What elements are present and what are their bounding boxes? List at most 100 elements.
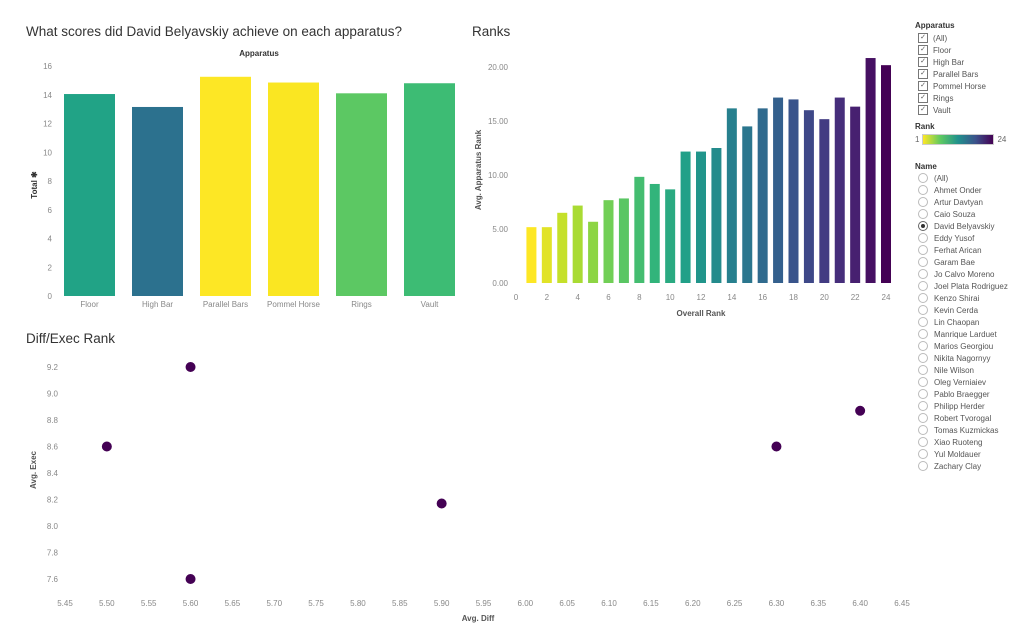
scatter-point[interactable] xyxy=(101,441,112,452)
rank-bar-9[interactable] xyxy=(649,183,660,283)
bar-pommel-horse[interactable] xyxy=(268,82,319,296)
rank-bar-22[interactable] xyxy=(850,106,861,283)
radio-icon[interactable] xyxy=(918,233,928,243)
rank-bar-15[interactable] xyxy=(742,126,753,284)
rank-bar-6[interactable] xyxy=(603,200,614,283)
rank-bar-13[interactable] xyxy=(711,148,722,283)
scores-bar-chart[interactable]: Apparatus 0 2 4 6 8 10 12 14 16 Total ✱ Floor High B… xyxy=(0,0,470,320)
scatter-point[interactable] xyxy=(855,405,866,416)
name-filter-item[interactable]: Philipp Herder xyxy=(918,400,1020,412)
rank-bar-10[interactable] xyxy=(665,189,676,283)
name-filter-item[interactable]: Oleg Verniaiev xyxy=(918,376,1020,388)
checkbox-icon[interactable]: ✓ xyxy=(918,105,928,115)
scatter-point[interactable] xyxy=(185,574,196,584)
radio-icon[interactable] xyxy=(918,401,928,411)
name-filter-item[interactable]: Ahmet Onder xyxy=(918,184,1020,196)
radio-icon[interactable] xyxy=(918,281,928,291)
apparatus-filter-item[interactable]: ✓ Rings xyxy=(918,92,1020,104)
apparatus-filter-item[interactable]: ✓ Floor xyxy=(918,44,1020,56)
rank-bar-8[interactable] xyxy=(634,176,645,283)
name-filter-item[interactable]: (All) xyxy=(918,172,1020,184)
name-filter-item[interactable]: Kevin Cerda xyxy=(918,304,1020,316)
radio-icon[interactable] xyxy=(918,449,928,459)
rank-bar-24[interactable] xyxy=(881,65,891,283)
name-filter-item[interactable]: Nile Wilson xyxy=(918,364,1020,376)
apparatus-filter-item[interactable]: ✓ Vault xyxy=(918,104,1020,116)
name-filter-item[interactable]: Jo Calvo Moreno xyxy=(918,268,1020,280)
apparatus-filter-item[interactable]: ✓ High Bar xyxy=(918,56,1020,68)
radio-icon[interactable] xyxy=(918,425,928,435)
diffexec-scatter-chart[interactable]: 7.6 7.8 8.0 8.2 8.4 8.6 8.8 9.0 9.2 5.45 5.50 5.55 5… xyxy=(0,340,910,638)
radio-icon[interactable] xyxy=(918,317,928,327)
name-filter-item[interactable]: Tomas Kuzmickas xyxy=(918,424,1020,436)
rank-bar-20[interactable] xyxy=(819,119,830,283)
radio-icon[interactable] xyxy=(918,377,928,387)
checkbox-icon[interactable]: ✓ xyxy=(918,69,928,79)
name-filter-item[interactable]: Artur Davtyan xyxy=(918,196,1020,208)
scatter-point[interactable] xyxy=(185,362,196,372)
rank-bar-19[interactable] xyxy=(803,110,814,283)
rank-bar-7[interactable] xyxy=(618,198,629,283)
radio-icon[interactable] xyxy=(918,269,928,279)
rank-bar-3[interactable] xyxy=(557,212,568,283)
scatter-point[interactable] xyxy=(771,441,782,452)
name-filter-item[interactable]: Marios Georgiou xyxy=(918,340,1020,352)
name-filter-item[interactable]: Lin Chaopan xyxy=(918,316,1020,328)
checkbox-icon[interactable]: ✓ xyxy=(918,93,928,103)
radio-icon[interactable] xyxy=(918,437,928,447)
bar-parallel-bars[interactable] xyxy=(200,76,251,296)
name-filter-item[interactable]: Caio Souza xyxy=(918,208,1020,220)
rank-bar-14[interactable] xyxy=(726,108,737,283)
radio-icon[interactable] xyxy=(918,221,928,231)
radio-icon[interactable] xyxy=(918,209,928,219)
radio-icon[interactable] xyxy=(918,245,928,255)
name-filter-item[interactable]: Kenzo Shirai xyxy=(918,292,1020,304)
rank-bar-2[interactable] xyxy=(541,227,552,283)
rank-bar-17[interactable] xyxy=(773,97,784,284)
radio-icon[interactable] xyxy=(918,305,928,315)
bar-rings[interactable] xyxy=(336,93,387,296)
radio-icon[interactable] xyxy=(918,461,928,471)
rank-bar-1[interactable] xyxy=(526,227,537,283)
bar-floor[interactable] xyxy=(64,94,115,296)
bar-vault[interactable] xyxy=(404,83,455,296)
radio-icon[interactable] xyxy=(918,257,928,267)
rank-bar-4[interactable] xyxy=(572,205,583,283)
name-filter-item[interactable]: Zachary Clay xyxy=(918,460,1020,472)
apparatus-filter-item[interactable]: ✓ Pommel Horse xyxy=(918,80,1020,92)
checkbox-icon[interactable]: ✓ xyxy=(918,45,928,55)
name-filter-item[interactable]: Garam Bae xyxy=(918,256,1020,268)
rank-bar-12[interactable] xyxy=(696,151,706,283)
rank-bar-16[interactable] xyxy=(757,108,768,283)
bar-high-bar[interactable] xyxy=(132,106,183,296)
rank-bar-18[interactable] xyxy=(788,99,799,284)
name-filter-item[interactable]: Robert Tvorogal xyxy=(918,412,1020,424)
checkbox-icon[interactable]: ✓ xyxy=(918,57,928,67)
name-filter-item[interactable]: Xiao Ruoteng xyxy=(918,436,1020,448)
rank-bar-21[interactable] xyxy=(834,97,845,284)
radio-icon[interactable] xyxy=(918,341,928,351)
radio-icon[interactable] xyxy=(918,353,928,363)
rank-bar-5[interactable] xyxy=(588,221,599,283)
apparatus-filter-item[interactable]: ✓ (All) xyxy=(918,32,1020,44)
radio-icon[interactable] xyxy=(918,389,928,399)
name-filter-item[interactable]: Joel Plata Rodriguez xyxy=(918,280,1020,292)
scatter-point[interactable] xyxy=(436,498,447,509)
name-filter-item[interactable]: Eddy Yusof xyxy=(918,232,1020,244)
radio-icon[interactable] xyxy=(918,173,928,183)
name-filter-item[interactable]: Yul Moldauer xyxy=(918,448,1020,460)
name-filter-item[interactable]: Ferhat Arican xyxy=(918,244,1020,256)
radio-icon[interactable] xyxy=(918,413,928,423)
checkbox-icon[interactable]: ✓ xyxy=(918,33,928,43)
name-filter-item[interactable]: Manrique Larduet xyxy=(918,328,1020,340)
name-filter-item[interactable]: Nikita Nagornyy xyxy=(918,352,1020,364)
radio-icon[interactable] xyxy=(918,293,928,303)
name-filter-item[interactable]: Pablo Braegger xyxy=(918,388,1020,400)
checkbox-icon[interactable]: ✓ xyxy=(918,81,928,91)
rank-bar-23[interactable] xyxy=(865,58,876,284)
rank-bar-11[interactable] xyxy=(680,151,691,283)
apparatus-filter-item[interactable]: ✓ Parallel Bars xyxy=(918,68,1020,80)
radio-icon[interactable] xyxy=(918,365,928,375)
name-filter-item[interactable]: David Belyavskiy xyxy=(918,220,1020,232)
